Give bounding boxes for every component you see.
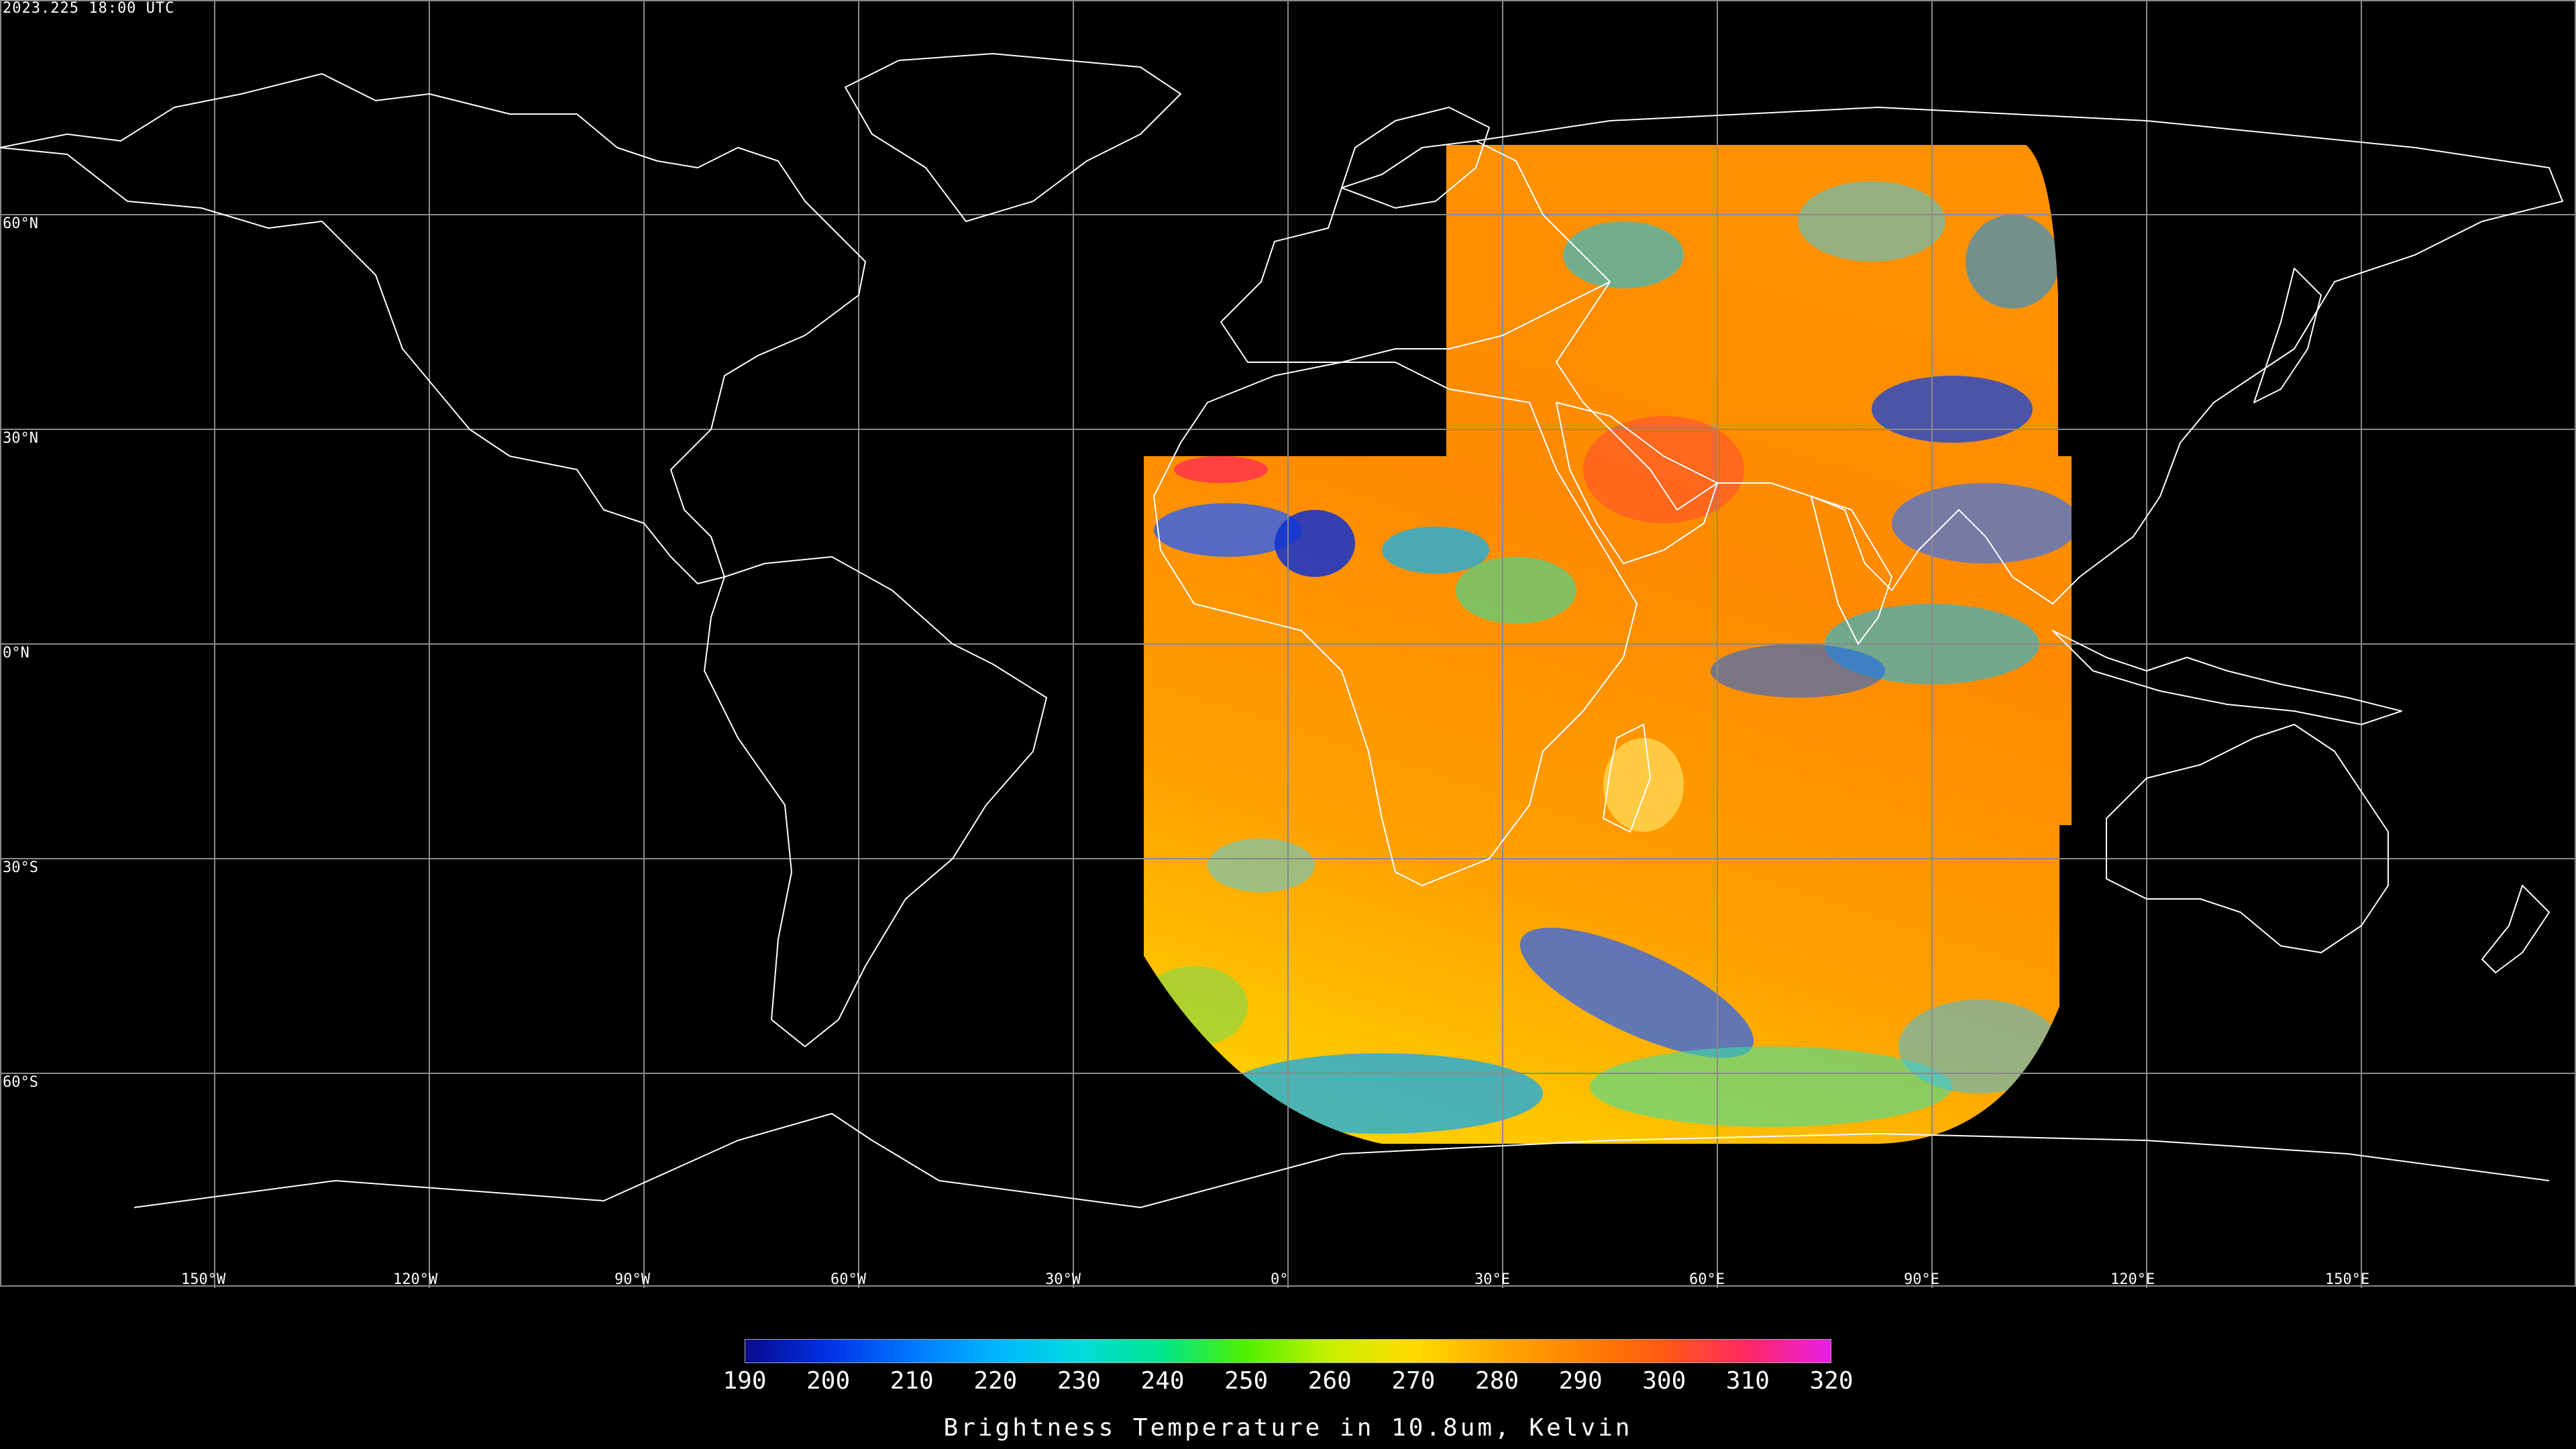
colorbar-tick-label: 320 — [1809, 1367, 1854, 1395]
lon-label: 120°W — [393, 1271, 438, 1288]
colorbar-tick-label: 190 — [722, 1367, 767, 1395]
colorbar-tick-label: 230 — [1057, 1367, 1101, 1395]
lat-label: 0°N — [3, 645, 30, 661]
lat-label: 30°S — [3, 859, 38, 876]
colorbar-title: Brightness Temperature in 10.8um, Kelvin — [943, 1414, 1633, 1442]
coastline-madagascar — [1603, 724, 1651, 833]
coastline-south-america — [704, 556, 1047, 1047]
colorbar-tick-label: 220 — [973, 1367, 1018, 1395]
lon-label: 30°W — [1045, 1271, 1081, 1288]
longitude-labels: 150°W 120°W 90°W 60°W 30°W 0° 30°E 60°E … — [181, 1271, 2369, 1288]
coastline-europe — [1220, 140, 1611, 363]
cloud-patch — [1590, 1046, 1952, 1127]
colorbar-tick-labels: 190 200 210 220 230 240 250 260 270 280 290 300 310 3… — [0, 1367, 2576, 1395]
coastline-greenland — [845, 53, 1181, 222]
cloud-patch — [1144, 966, 1248, 1046]
lat-label: 60°S — [3, 1074, 38, 1091]
coastline-scandinavia — [1341, 107, 1490, 209]
coastline-new-zealand — [2481, 885, 2550, 973]
lon-label: 90°W — [614, 1271, 651, 1288]
cloud-patch — [1872, 376, 2033, 443]
cloud-patch — [1892, 483, 2072, 564]
colorbar-tick-label: 240 — [1140, 1367, 1185, 1395]
world-map: 60°N 30°N 0°N 30°S 60°S 150°W 120°W 90°W… — [0, 0, 2576, 1288]
colorbar-tick-label: 270 — [1391, 1367, 1436, 1395]
lon-label: 0° — [1271, 1271, 1289, 1288]
cloud-patch — [1798, 181, 1945, 262]
cloud-patch — [1154, 503, 1301, 557]
cloud-patch — [1898, 1000, 2059, 1093]
lon-label: 150°E — [2325, 1271, 2369, 1288]
lon-label: 60°W — [830, 1271, 867, 1288]
colorbar-tick-label: 200 — [806, 1367, 851, 1395]
lon-label: 120°E — [2110, 1271, 2155, 1288]
colorbar — [745, 1339, 1831, 1363]
coastline-north-america — [0, 73, 866, 584]
coastline-japan — [2253, 268, 2322, 403]
cloud-patch — [1382, 527, 1489, 574]
coastline-arabia — [1556, 402, 1718, 564]
lat-label: 60°N — [3, 215, 38, 232]
lon-label: 30°E — [1474, 1271, 1510, 1288]
cloud-patch — [1603, 738, 1684, 832]
cloud-patch — [1221, 1053, 1543, 1134]
cloud-patch — [1275, 510, 1355, 577]
cloud-patch — [1456, 557, 1576, 624]
colorbar-tick-label: 210 — [890, 1367, 934, 1395]
colorbar-tick-label: 300 — [1642, 1367, 1686, 1395]
cloud-patch — [1174, 456, 1268, 483]
cloud-patch — [1583, 416, 1744, 523]
colorbar-tick-label: 250 — [1224, 1367, 1269, 1395]
coastlines — [0, 53, 2563, 1208]
lon-label: 60°E — [1689, 1271, 1725, 1288]
graticule — [0, 0, 2576, 1288]
cloud-patch — [1519, 928, 1754, 1058]
timestamp-label: 2023.225 18:00 UTC — [3, 0, 175, 17]
coastline-australia — [2106, 724, 2389, 953]
latitude-labels: 60°N 30°N 0°N 30°S 60°S — [3, 215, 38, 1091]
coastline-southeast-asia-islands — [2052, 630, 2402, 725]
cloud-patch — [1208, 839, 1315, 892]
colorbar-tick-label: 260 — [1307, 1367, 1352, 1395]
colorbar-tick-label: 310 — [1725, 1367, 1770, 1395]
lon-label: 90°E — [1904, 1271, 1939, 1288]
lat-label: 30°N — [3, 430, 38, 447]
lon-label: 150°W — [181, 1271, 226, 1288]
coastline-antarctica — [133, 1113, 2550, 1208]
coastline-india — [1811, 496, 1892, 645]
cloud-patch — [1711, 644, 1885, 698]
colorbar-tick-label: 280 — [1475, 1367, 1519, 1395]
colorbar-tick-label: 290 — [1558, 1367, 1603, 1395]
cloud-patch — [1966, 215, 2059, 309]
coastline-africa — [1153, 362, 1638, 886]
cloud-patch — [1563, 221, 1684, 288]
